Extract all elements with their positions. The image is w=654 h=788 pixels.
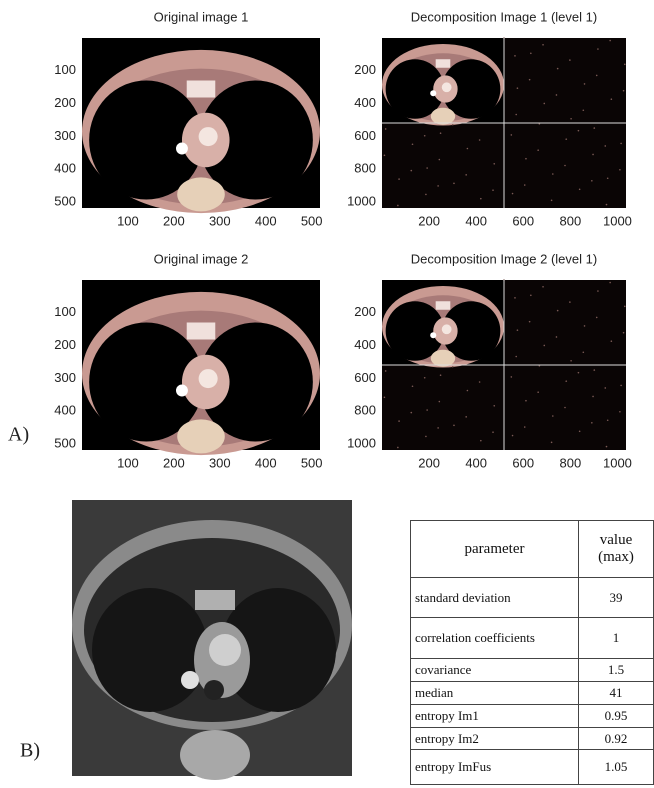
x-tick-label: 400: [465, 455, 487, 470]
panel-image: [382, 37, 626, 208]
y-tick-label: 1000: [347, 435, 376, 450]
panel-title: Decomposition Image 1 (level 1): [411, 9, 597, 24]
y-tick-label: 500: [54, 193, 76, 208]
y-tick-label: 600: [354, 128, 376, 143]
x-tick-label: 100: [117, 455, 139, 470]
x-tick-label: 600: [512, 455, 534, 470]
y-tick-label: 200: [354, 304, 376, 319]
panel-title: Original image 1: [154, 9, 249, 24]
header-cell: parameter: [411, 521, 579, 578]
parameter-cell: entropy Im1: [411, 705, 579, 728]
x-tick-label: 800: [560, 455, 582, 470]
x-tick-label: 100: [117, 213, 139, 228]
header-cell: value (max): [579, 521, 654, 578]
x-tick-label: 300: [209, 213, 231, 228]
x-tick-label: 600: [512, 213, 534, 228]
parameter-cell: correlation coefficients: [411, 618, 579, 659]
y-tick-label: 100: [54, 62, 76, 77]
y-tick-label: 800: [354, 403, 376, 418]
x-tick-label: 200: [163, 213, 185, 228]
page: {"panels": [ {"title": "Original image 1…: [0, 0, 654, 788]
y-tick-label: 400: [354, 337, 376, 352]
x-tick-label: 1000: [603, 455, 632, 470]
y-tick-label: 1000: [347, 193, 376, 208]
parameter-cell: entropy Im2: [411, 728, 579, 750]
value-cell: 0.92: [579, 728, 654, 750]
x-tick-label: 400: [255, 213, 277, 228]
parameter-table: parameter value (max) standard deviation…: [410, 520, 654, 785]
y-tick-label: 800: [354, 161, 376, 176]
x-tick-label: 500: [301, 213, 323, 228]
value-cell: 1.5: [579, 659, 654, 682]
image-panel: Decomposition Image 2 (level 1) 200 400 600…: [347, 251, 632, 470]
y-tick-label: 500: [54, 435, 76, 450]
x-tick-label: 400: [255, 455, 277, 470]
y-tick-label: 400: [54, 161, 76, 176]
header-row: parameter value (max): [411, 521, 654, 578]
image-panel: Original image 2 100 200 300 400 500 100 200 300…: [54, 251, 322, 470]
parameter-cell: median: [411, 682, 579, 705]
y-tick-label: 400: [354, 95, 376, 110]
parameter-cell: entropy ImFus: [411, 750, 579, 785]
panel-label: A): [8, 424, 29, 446]
parameter-cell: covariance: [411, 659, 579, 682]
x-tick-label: 800: [560, 213, 582, 228]
image-panel: Decomposition Image 1 (level 1) 200 400 600…: [347, 9, 632, 228]
x-tick-label: 200: [418, 213, 440, 228]
panel-title: Decomposition Image 2 (level 1): [411, 251, 597, 266]
y-tick-label: 300: [54, 370, 76, 385]
y-tick-label: 100: [54, 304, 76, 319]
y-tick-label: 600: [354, 370, 376, 385]
x-tick-label: 400: [465, 213, 487, 228]
value-cell: 41: [579, 682, 654, 705]
panel-image: [82, 280, 320, 455]
parameter-cell: standard deviation: [411, 578, 579, 618]
value-cell: 0.95: [579, 705, 654, 728]
panel-title: Original image 2: [154, 251, 249, 266]
fused-image: [72, 500, 352, 780]
y-tick-label: 200: [354, 62, 376, 77]
image-panel: Original image 1 100 200 300 400 500 100 200 300…: [54, 9, 322, 228]
y-tick-label: 200: [54, 95, 76, 110]
panel-image: [82, 38, 320, 213]
x-tick-label: 200: [163, 455, 185, 470]
value-cell: 39: [579, 578, 654, 618]
y-tick-label: 400: [54, 403, 76, 418]
x-tick-label: 500: [301, 455, 323, 470]
value-cell: 1.05: [579, 750, 654, 785]
panel-image: [382, 279, 626, 450]
y-tick-label: 300: [54, 128, 76, 143]
panel-label: B): [20, 740, 40, 762]
x-tick-label: 200: [418, 455, 440, 470]
x-tick-label: 1000: [603, 213, 632, 228]
x-tick-label: 300: [209, 455, 231, 470]
value-cell: 1: [579, 618, 654, 659]
y-tick-label: 200: [54, 337, 76, 352]
